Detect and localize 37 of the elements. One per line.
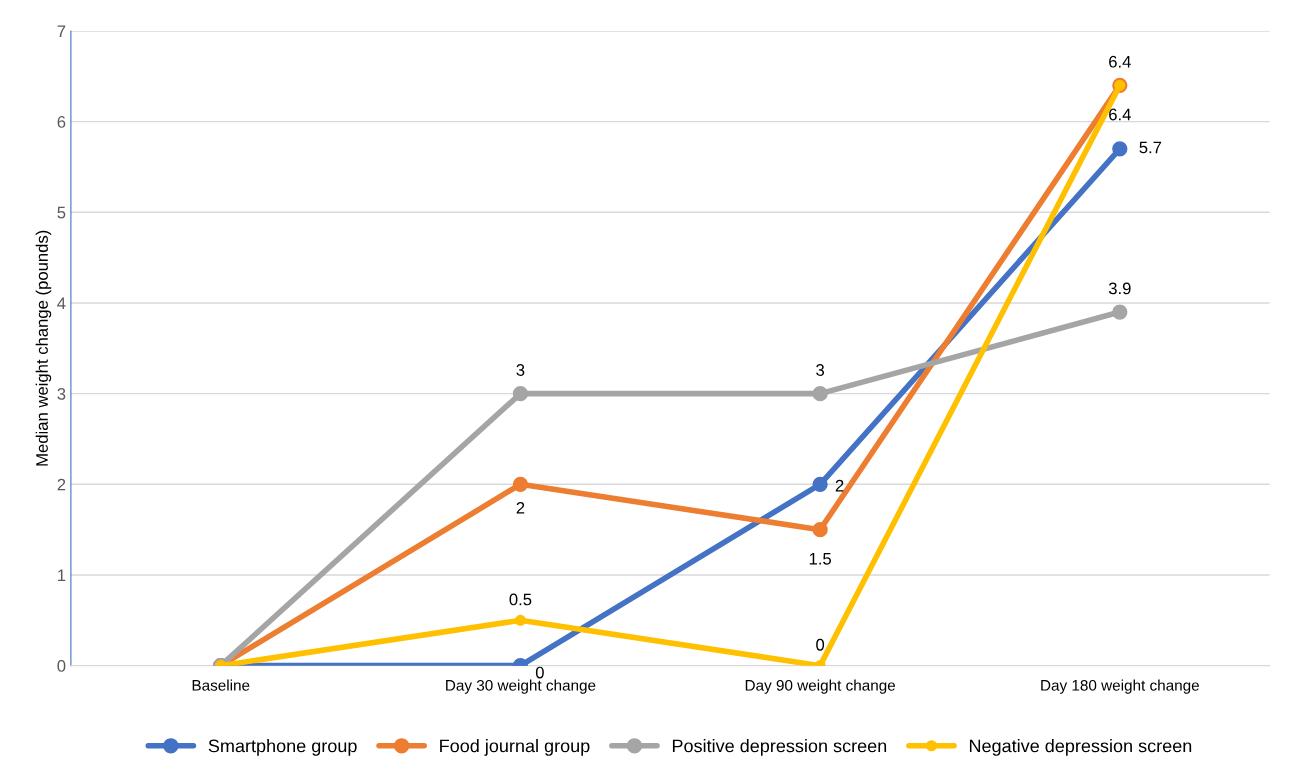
y-tick-label: 6: [57, 116, 66, 128]
point: [512, 385, 529, 402]
data-label: 3.9: [1108, 282, 1131, 295]
point: [812, 521, 828, 538]
point: [512, 476, 529, 492]
point: [812, 476, 828, 492]
legend-label: Food journal group: [440, 739, 590, 756]
data-label: 3: [516, 364, 525, 376]
data-label: 3: [816, 364, 825, 376]
y-tick-label: 1: [58, 569, 66, 582]
y-tick-label: 5: [57, 206, 66, 219]
data-label: 2: [835, 479, 844, 492]
data-label: 0.5: [509, 593, 532, 606]
legend-label: Positive depression screen: [672, 739, 887, 756]
data-label: 0: [816, 638, 825, 651]
point: [812, 385, 828, 402]
y-tick-label: 7: [57, 25, 66, 37]
x-tick-label: Day 30 weight change: [446, 679, 596, 694]
data-label: 2: [516, 501, 525, 514]
point: [1112, 304, 1128, 320]
legend-label: Smartphone group: [208, 739, 357, 756]
data-label: 0: [535, 666, 544, 679]
data-label: 1.5: [809, 553, 832, 565]
legend-label: Negative depression screen: [969, 739, 1192, 756]
point: [1112, 141, 1128, 157]
data-label: 5.7: [1139, 141, 1162, 154]
data-label: 6.4: [1109, 108, 1131, 121]
point: [514, 614, 526, 626]
y-axis-title: Median weight change (pounds): [35, 230, 52, 466]
data-label: 6.4: [1109, 55, 1131, 68]
x-tick-label: Day 90 weight change: [745, 679, 896, 694]
x-tick-label: Baseline: [192, 679, 250, 691]
y-tick-label: 0: [57, 660, 66, 672]
x-tick-label: Day 180 weight change: [1041, 679, 1199, 694]
y-tick-label: 2: [57, 478, 66, 491]
y-tick-label: 4: [57, 297, 66, 309]
y-tick-label: 3: [57, 388, 66, 400]
